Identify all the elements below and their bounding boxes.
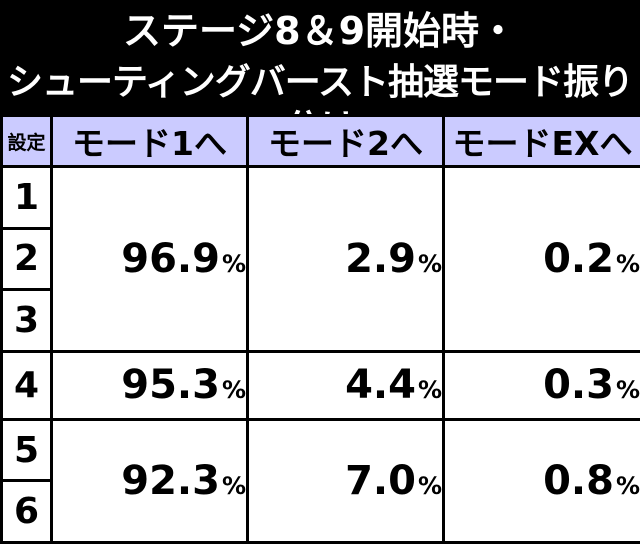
table-row: 1 96.9% 2.9% 0.2% <box>0 165 640 353</box>
mode-ex-value: 0.2% <box>442 165 640 353</box>
mode1-value: 92.3% <box>50 417 249 544</box>
title-line-1: ステージ8＆9開始時・ <box>122 9 518 53</box>
mode1-value: 96.9% <box>50 165 249 353</box>
table-row: 3 <box>0 288 640 353</box>
table-row: 5 92.3% 7.0% 0.8% <box>0 417 640 544</box>
percent-unit: % <box>221 249 246 278</box>
setting-cell: 3 <box>0 288 53 353</box>
percent-unit: % <box>417 376 442 405</box>
header-row: 設定 モード1へ モード2へ モードEXへ <box>0 114 640 168</box>
header-setting: 設定 <box>0 114 53 168</box>
page-title: ステージ8＆9開始時・ シューティングバースト抽選モード振り分け <box>0 0 640 149</box>
header-mode2: モード2へ <box>246 114 445 168</box>
setting-cell: 1 <box>0 165 53 230</box>
mode2-value: 7.0% <box>246 417 445 544</box>
mode2-value: 2.9% <box>246 165 445 353</box>
mode-distribution-table: 設定 モード1へ モード2へ モードEXへ 1 96.9% 2.9% 0.2% … <box>0 114 640 544</box>
percent-unit: % <box>615 249 640 278</box>
table-row: 2 <box>0 226 640 291</box>
mode1-value: 95.3% <box>50 349 249 421</box>
percent-unit: % <box>417 471 442 500</box>
percent-unit: % <box>221 471 246 500</box>
mode2-value: 4.4% <box>246 349 445 421</box>
setting-cell: 6 <box>0 479 53 544</box>
header-mode-ex: モードEXへ <box>442 114 640 168</box>
header-mode1: モード1へ <box>50 114 249 168</box>
setting-cell: 2 <box>0 226 53 291</box>
setting-cell: 5 <box>0 417 53 483</box>
percent-unit: % <box>615 376 640 405</box>
table-row: 6 <box>0 479 640 544</box>
mode-ex-value: 0.8% <box>442 417 640 544</box>
table-row: 4 95.3% 4.4% 0.3% <box>0 349 640 421</box>
percent-unit: % <box>221 376 246 405</box>
percent-unit: % <box>615 471 640 500</box>
percent-unit: % <box>417 249 442 278</box>
mode-ex-value: 0.3% <box>442 349 640 421</box>
setting-cell: 4 <box>0 349 53 421</box>
